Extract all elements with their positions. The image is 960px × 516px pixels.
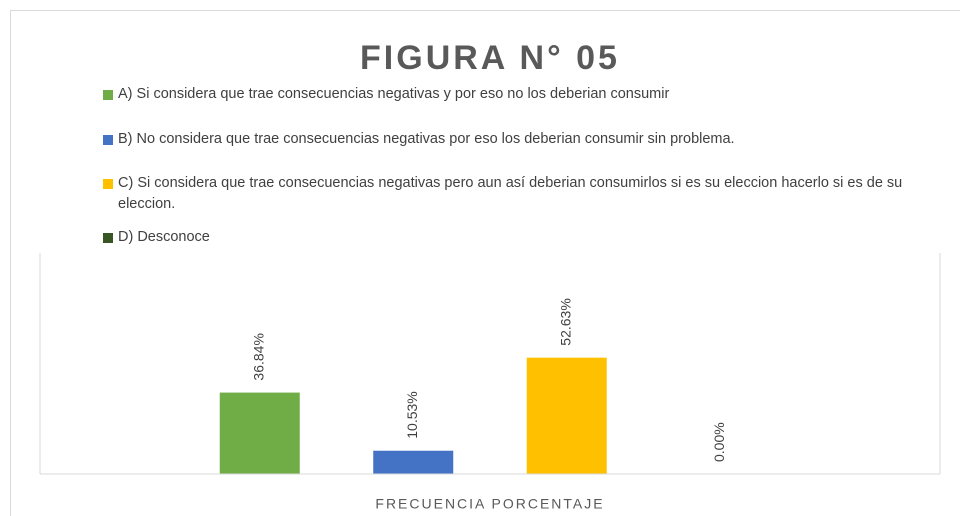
bar [526, 357, 607, 474]
data-label: 52.63% [557, 298, 573, 345]
data-label: 10.53% [404, 391, 420, 438]
legend-label: A) Si considera que trae consecuencias n… [118, 86, 670, 102]
chart-title: FIGURA N° 05 [360, 39, 620, 77]
data-label: 36.84% [250, 333, 266, 380]
legend-swatch [103, 90, 113, 100]
data-label: 0.00% [711, 422, 727, 462]
bar [219, 392, 300, 474]
legend-swatch [103, 135, 113, 145]
legend-swatch [103, 179, 113, 189]
bar [373, 450, 454, 474]
legend-swatch [103, 233, 113, 243]
legend-label: D) Desconoce [118, 229, 210, 245]
legend-label: C) Si considera que trae consecuencias n… [118, 175, 903, 212]
legend-label: B) No considera que trae consecuencias n… [118, 131, 735, 147]
x-tick-label: FRECUENCIA PORCENTAJE [375, 496, 604, 512]
chart-frame [10, 10, 960, 516]
